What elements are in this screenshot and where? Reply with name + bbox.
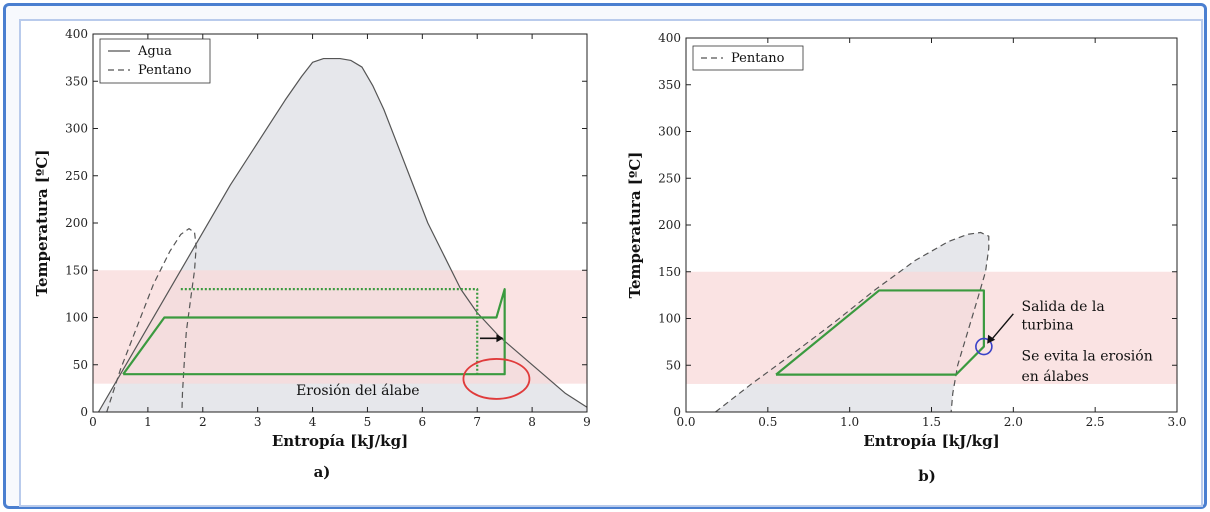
x-tick-label: 1 — [144, 415, 152, 429]
annotation: turbina — [1022, 318, 1074, 334]
y-tick-label: 150 — [658, 265, 681, 279]
erosion-highlight — [462, 358, 531, 400]
annotation: Salida de la — [1022, 299, 1105, 315]
y-tick-label: 200 — [65, 216, 88, 230]
x-tick-label: 0.5 — [758, 415, 777, 429]
y-tick-label: 100 — [65, 311, 88, 325]
chart-panel-a: 0 1 2 3 4 5 6 7 8 9 0 50 100 150 200 250 300 350 400 Entrop… — [33, 27, 591, 481]
x-tick-label: 3 — [254, 415, 262, 429]
x-tick-label: 5 — [364, 415, 372, 429]
x-tick-label: 2 — [199, 415, 207, 429]
x-tick-label: 9 — [583, 415, 591, 429]
x-tick-label: 1.0 — [840, 415, 859, 429]
x-tick-label: 1.5 — [922, 415, 941, 429]
panel-label: b) — [918, 467, 936, 485]
y-tick-label: 300 — [658, 125, 681, 139]
y-tick-label: 50 — [666, 358, 681, 372]
panel-label: a) — [314, 463, 331, 481]
annotation: Erosión del álabe — [296, 383, 420, 399]
x-axis-label: Entropía [kJ/kg] — [863, 432, 999, 450]
y-tick-label: 250 — [65, 169, 88, 183]
chart-panel-b: 0.0 0.5 1.0 1.5 2.0 2.5 3.0 0 50 100 150 200 250 300 3… — [626, 31, 1187, 485]
legend: Pentano — [692, 45, 804, 71]
x-tick-label: 3.0 — [1167, 415, 1186, 429]
x-tick-label: 0 — [89, 415, 97, 429]
series-line-pentano — [715, 231, 990, 413]
y-tick-label: 0 — [80, 405, 88, 419]
y-tick-label: 300 — [65, 122, 88, 136]
arrow-head-icon — [987, 334, 996, 344]
operating-band — [93, 270, 587, 384]
series-line-pentano — [106, 228, 197, 413]
operating-band — [686, 271, 1177, 384]
y-tick-label: 350 — [65, 74, 88, 88]
y-tick-label: 50 — [73, 358, 88, 372]
x-tick-label: 7 — [473, 415, 481, 429]
annotation: Se evita la erosión — [1022, 349, 1153, 365]
y-tick-label: 350 — [658, 78, 681, 92]
series-line-agua — [97, 57, 588, 413]
legend: Agua Pentano — [99, 38, 211, 84]
arrow-head-icon — [496, 334, 504, 343]
legend-entry: Agua — [137, 44, 172, 59]
x-tick-label: 8 — [528, 415, 536, 429]
y-axis-label: Temperatura [ºC] — [33, 150, 51, 297]
y-tick-label: 150 — [65, 263, 88, 277]
series-line-ciclo — [775, 289, 985, 376]
y-tick-label: 250 — [658, 171, 681, 185]
x-tick-label: 4 — [309, 415, 317, 429]
turbine-outlet-marker — [975, 337, 993, 356]
y-tick-label: 0 — [673, 405, 681, 419]
y-tick-label: 400 — [65, 27, 88, 41]
pointer-arrow — [989, 313, 1014, 342]
legend-entry: Pentano — [731, 51, 785, 66]
legend-entry: Pentano — [138, 63, 192, 78]
y-tick-label: 400 — [658, 31, 681, 45]
x-tick-label: 6 — [419, 415, 427, 429]
y-tick-label: 200 — [658, 218, 681, 232]
series-line-ciclo — [122, 288, 506, 376]
x-tick-label: 0.0 — [676, 415, 695, 429]
series-line-ciclo-punteado — [180, 288, 479, 375]
y-tick-label: 100 — [658, 312, 681, 326]
x-axis-label: Entropía [kJ/kg] — [272, 432, 408, 450]
legend-box — [99, 38, 211, 84]
y-axis-label: Temperatura [ºC] — [626, 152, 644, 299]
x-tick-label: 2.5 — [1086, 415, 1105, 429]
x-tick-label: 2.0 — [1004, 415, 1023, 429]
annotation: en álabes — [1022, 369, 1089, 385]
